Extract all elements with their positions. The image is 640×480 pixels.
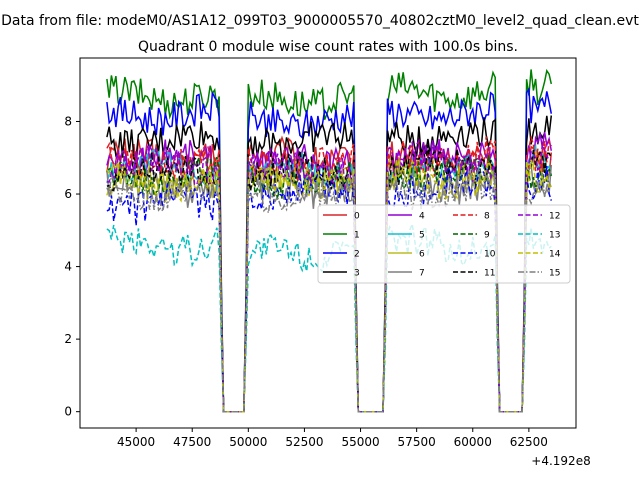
series-line-7: [106, 161, 553, 413]
y-tick-label: 0: [64, 405, 72, 419]
y-tick-label: 4: [64, 260, 72, 274]
legend-label-15: 15: [549, 269, 560, 279]
series-line-3: [106, 115, 553, 413]
legend-label-2: 2: [354, 250, 360, 260]
legend-label-0: 0: [354, 212, 360, 222]
legend-label-13: 13: [549, 231, 560, 241]
x-tick-label: 50000: [229, 435, 267, 449]
legend-label-4: 4: [419, 212, 425, 222]
legend-label-11: 11: [484, 269, 495, 279]
legend-label-1: 1: [354, 231, 360, 241]
x-tick-label: 57500: [398, 435, 436, 449]
y-tick-label: 8: [64, 114, 72, 128]
legend-label-6: 6: [419, 250, 425, 260]
figure-suptitle: Data from file: modeM0/AS1A12_099T03_900…: [1, 13, 639, 29]
y-axis: 0 2 4 6 8: [64, 114, 80, 419]
series-line-12: [106, 138, 552, 413]
series-line-15: [106, 166, 552, 413]
legend-label-9: 9: [484, 231, 490, 241]
plot-area-frame: [79, 57, 577, 429]
x-tick-label: 47500: [173, 435, 211, 449]
x-tick-label: 52500: [285, 435, 323, 449]
y-tick-label: 6: [64, 187, 72, 201]
x-tick-label: 55000: [341, 435, 379, 449]
legend-label-14: 14: [549, 250, 561, 260]
x-tick-label: 60000: [454, 435, 492, 449]
series-line-10: [106, 165, 553, 413]
legend-label-12: 12: [549, 212, 560, 222]
legend-label-7: 7: [419, 269, 425, 279]
legend-label-10: 10: [484, 250, 496, 260]
x-tick-label: 62500: [510, 435, 548, 449]
x-axis: 45000 47500 50000 52500 55000 57500 60000 62500: [117, 428, 548, 449]
x-tick-label: 45000: [117, 435, 155, 449]
series-line-2: [106, 87, 553, 413]
legend-box: [317, 204, 571, 284]
x-axis-offset-label: +4.192e8: [531, 454, 590, 468]
legend-label-8: 8: [484, 212, 490, 222]
series-line-14: [106, 157, 552, 413]
chart-title: Quadrant 0 module wise count rates with …: [138, 39, 518, 55]
y-tick-label: 2: [64, 332, 72, 346]
legend-label-3: 3: [354, 269, 360, 279]
legend-label-5: 5: [419, 231, 425, 241]
series-line-1: [106, 68, 553, 413]
series-layer: [106, 68, 553, 413]
